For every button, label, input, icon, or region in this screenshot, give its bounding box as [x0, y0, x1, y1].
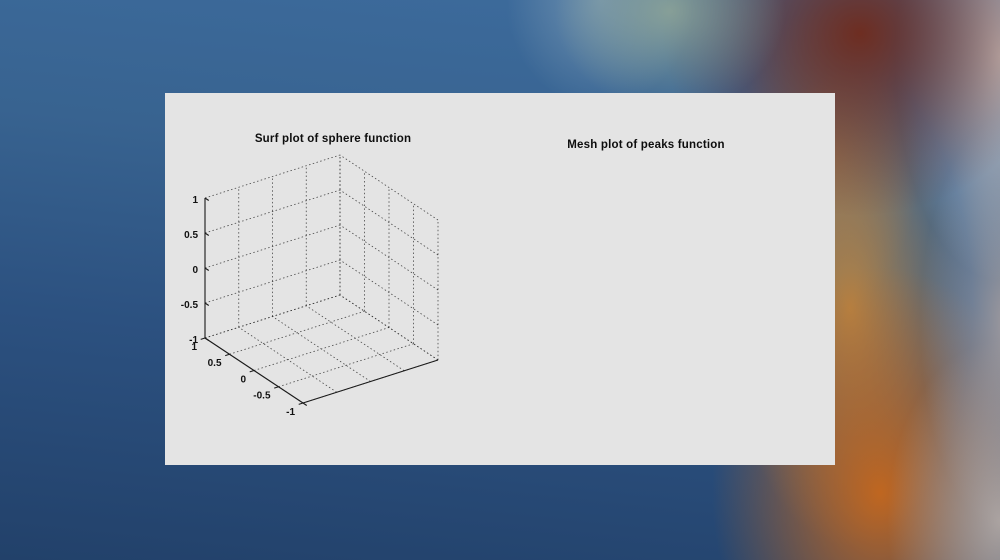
- mesh-plot-title: Mesh plot of peaks function: [567, 139, 725, 151]
- peaks-mesh-plot-region: [485, 158, 815, 428]
- surf-plot-title: Surf plot of sphere function: [254, 133, 412, 145]
- matlab-figure-window: Surf plot of sphere function Mesh plot o…: [165, 93, 835, 465]
- plots-canvas: [165, 93, 835, 465]
- sphere-surf-plot-region: [185, 153, 475, 433]
